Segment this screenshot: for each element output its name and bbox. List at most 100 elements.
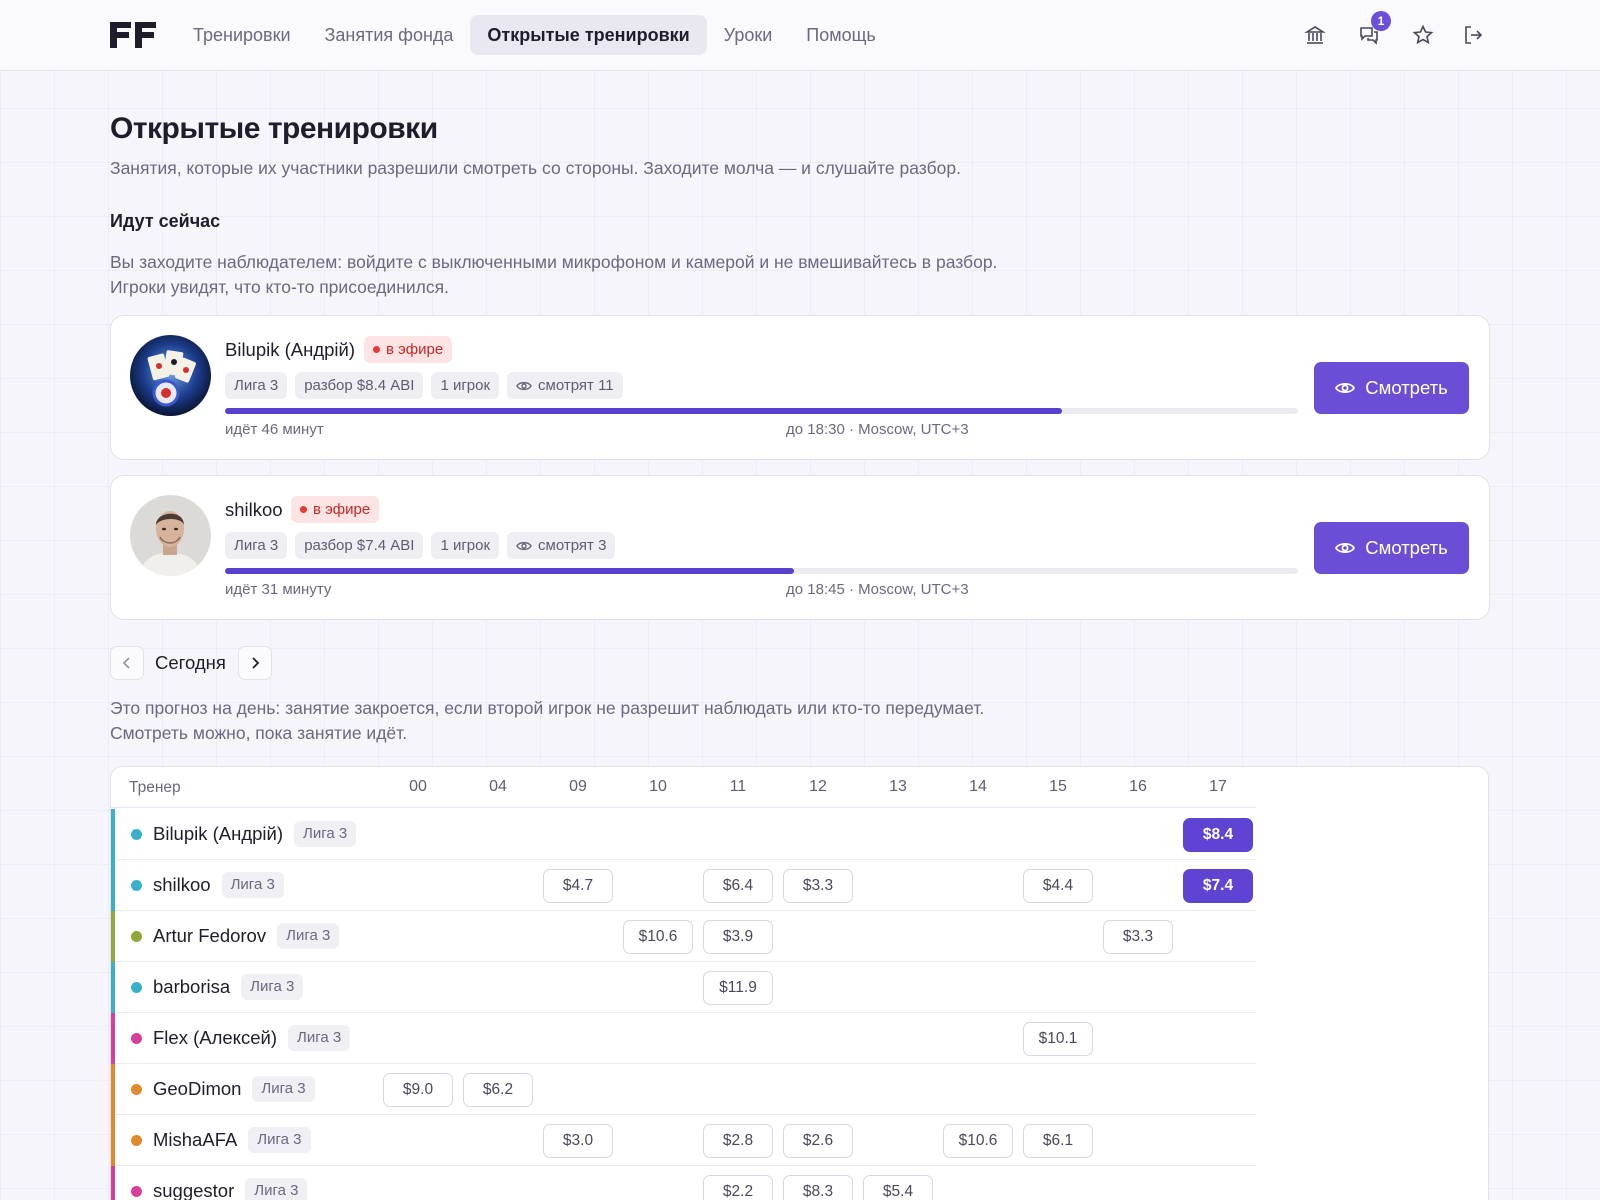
avatar — [130, 335, 211, 416]
prev-day-button[interactable] — [110, 646, 144, 680]
star-icon[interactable] — [1408, 20, 1438, 50]
session-slot[interactable]: $4.7 — [543, 869, 613, 903]
row-color-bar — [111, 1115, 115, 1166]
nav-item-help[interactable]: Помощь — [806, 25, 876, 45]
review-chip: разбор $7.4 ABI — [295, 532, 424, 559]
trainer-name[interactable]: Artur Fedorov — [153, 925, 267, 946]
session-slot[interactable]: $9.0 — [383, 1073, 453, 1107]
live-session-slot[interactable]: $7.4 — [1183, 869, 1253, 903]
ff-logo[interactable] — [110, 22, 158, 48]
session-slot[interactable]: $2.8 — [703, 1124, 773, 1158]
league-badge: Лига 3 — [277, 923, 340, 949]
session-slot[interactable]: $3.3 — [1103, 920, 1173, 954]
table-row: GeoDimon Лига 3 $9.0 $6.2 — [111, 1064, 1256, 1115]
row-color-bar — [111, 809, 115, 860]
watch-button-label: Смотреть — [1365, 537, 1448, 558]
top-nav-bar: Тренировки Занятия фонда Открытые тренир… — [0, 0, 1600, 71]
hour-column-header: 16 — [1129, 778, 1147, 795]
hour-column-header: 11 — [729, 778, 747, 795]
chat-badge: 1 — [1371, 11, 1391, 31]
session-end-time: до 18:30 · Moscow, UTC+3 — [786, 421, 969, 438]
session-slot[interactable]: $11.9 — [703, 971, 773, 1005]
trainer-name[interactable]: Bilupik (Андрій) — [153, 823, 284, 844]
trainer-status-dot — [131, 982, 142, 993]
session-slot[interactable]: $10.6 — [943, 1124, 1013, 1158]
nav-item-lessons[interactable]: Уроки — [723, 25, 773, 45]
session-progress-fill — [225, 568, 794, 574]
nav-item-open-trainings[interactable]: Открытые тренировки — [470, 15, 707, 55]
session-slot[interactable]: $6.1 — [1023, 1124, 1093, 1158]
row-color-bar — [111, 911, 115, 962]
watch-button[interactable]: Смотреть — [1314, 362, 1469, 414]
trainer-name[interactable]: GeoDimon — [153, 1078, 242, 1099]
watch-button-label: Смотреть — [1365, 377, 1448, 398]
live-status-badge: в эфире — [291, 496, 380, 523]
session-slot[interactable]: $3.9 — [703, 920, 773, 954]
session-slot[interactable]: $3.3 — [783, 869, 853, 903]
league-badge: Лига 3 — [294, 821, 357, 847]
review-chip: разбор $8.4 ABI — [295, 372, 424, 399]
session-progress — [225, 568, 1298, 574]
session-progress — [225, 408, 1298, 414]
trainer-name[interactable]: suggestor — [153, 1180, 235, 1200]
trainer-name[interactable]: Flex (Алексей) — [153, 1027, 278, 1048]
live-status-badge: в эфире — [364, 336, 453, 363]
next-day-button[interactable] — [238, 646, 272, 680]
table-row: Bilupik (Андрій) Лига 3 $8.4 — [111, 809, 1256, 860]
league-badge: Лига 3 — [248, 1127, 311, 1153]
table-row: Artur Fedorov Лига 3 $10.6 $3.9 $3.3 — [111, 911, 1256, 962]
league-badge: Лига 3 — [288, 1025, 351, 1051]
hour-column-header: 10 — [649, 778, 667, 795]
logout-icon[interactable] — [1458, 20, 1488, 50]
session-slot[interactable]: $4.4 — [1023, 869, 1093, 903]
trainer-column-header: Тренер — [129, 779, 181, 796]
bank-icon[interactable] — [1300, 20, 1330, 50]
session-slot[interactable]: $8.3 — [783, 1175, 853, 1200]
hour-column-header: 12 — [809, 778, 827, 795]
session-chips: Лига 3 разбор $8.4 ABI 1 игрок смотрят 1… — [225, 372, 623, 399]
top-actions: 1 — [1300, 11, 1483, 52]
row-color-bar — [111, 860, 115, 911]
eye-icon — [516, 381, 532, 390]
table-row: suggestor Лига 3 $2.2 $8.3 $5.4 — [111, 1166, 1256, 1200]
live-section-description: Вы заходите наблюдателем: войдите с выкл… — [110, 252, 998, 297]
chat-icon[interactable]: 1 — [1354, 11, 1391, 50]
session-slot[interactable]: $2.6 — [783, 1124, 853, 1158]
session-player-name: Bilupik (Андрій) — [225, 339, 356, 360]
hour-column-header: 15 — [1049, 778, 1067, 795]
schedule-table: Тренер 00 04 09 10 11 12 13 14 15 16 17 Bilupik (А… — [110, 766, 1489, 1200]
live-session-card: shilkoo в эфире Лига 3 разбор $7.4 ABI 1… — [110, 475, 1490, 620]
watchers-chip: смотрят 3 — [507, 532, 616, 559]
session-slot[interactable]: $6.2 — [463, 1073, 533, 1107]
watchers-count: смотрят 11 — [538, 377, 614, 394]
hour-column-header: 14 — [969, 778, 987, 795]
eye-icon — [516, 541, 532, 550]
schedule-header: Тренер 00 04 09 10 11 12 13 14 15 16 17 — [111, 767, 1256, 808]
watchers-chip: смотрят 11 — [507, 372, 623, 399]
page-subtitle: Занятия, которые их участники разрешили … — [110, 158, 961, 178]
trainer-name[interactable]: MishaAFA — [153, 1129, 238, 1150]
players-chip: 1 игрок — [431, 372, 500, 399]
table-row: barborisa Лига 3 $11.9 — [111, 962, 1256, 1013]
session-end-time: до 18:45 · Moscow, UTC+3 — [786, 581, 969, 598]
session-slot[interactable]: $3.0 — [543, 1124, 613, 1158]
trainer-status-dot — [131, 829, 142, 840]
live-session-slot[interactable]: $8.4 — [1183, 818, 1253, 852]
main-nav: Тренировки Занятия фонда Открытые тренир… — [176, 15, 893, 55]
trainer-status-dot — [131, 880, 142, 891]
watch-button[interactable]: Смотреть — [1314, 522, 1469, 574]
session-slot[interactable]: $5.4 — [863, 1175, 933, 1200]
session-slot[interactable]: $6.4 — [703, 869, 773, 903]
trainer-name[interactable]: shilkoo — [153, 874, 211, 895]
live-section-title: Идут сейчас — [110, 211, 221, 231]
chevron-right-icon — [252, 657, 260, 669]
trainer-status-dot — [131, 1135, 142, 1146]
session-slot[interactable]: $10.6 — [623, 920, 693, 954]
session-slot[interactable]: $10.1 — [1023, 1022, 1093, 1056]
nav-item-trainings[interactable]: Тренировки — [193, 25, 291, 45]
session-elapsed: идёт 46 минут — [225, 421, 324, 438]
session-slot[interactable]: $2.2 — [703, 1175, 773, 1200]
eye-icon — [1335, 382, 1356, 394]
trainer-name[interactable]: barborisa — [153, 976, 231, 997]
nav-item-fund-sessions[interactable]: Занятия фонда — [324, 25, 454, 45]
